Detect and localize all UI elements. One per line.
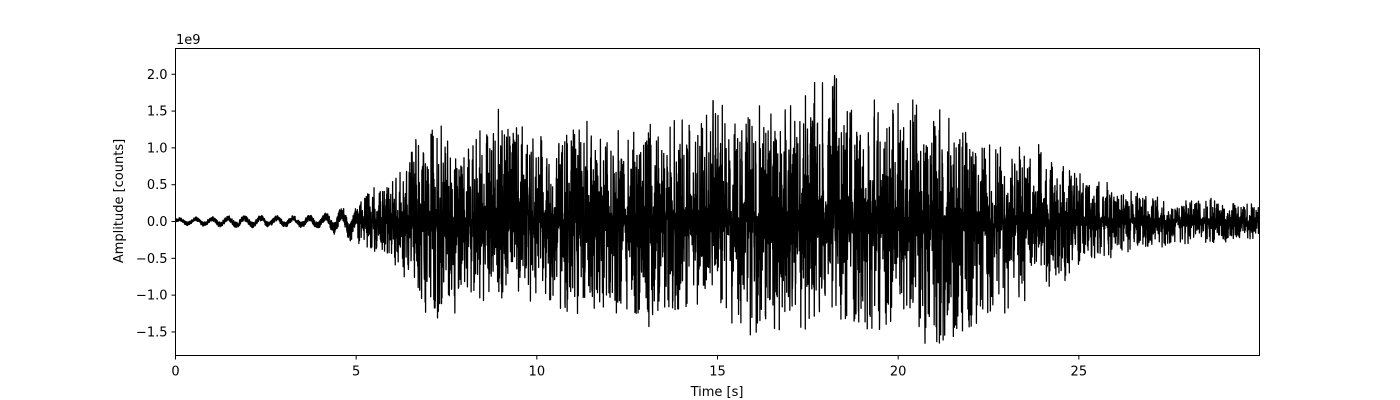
x-axis-label: Time [s] bbox=[690, 385, 744, 400]
y-axis: −1.5 −1.0 −0.5 0.0 0.5 1.0 1.5 2.0 bbox=[136, 68, 176, 340]
series-line bbox=[175, 75, 1260, 344]
plot-area bbox=[175, 75, 1260, 344]
y-tick-label: 1.0 bbox=[147, 141, 168, 156]
y-axis-label: Amplitude [counts] bbox=[112, 139, 127, 263]
y-multiplier-label: 1e9 bbox=[176, 33, 201, 48]
y-tick-label: −1.0 bbox=[136, 289, 168, 304]
x-tick-label: 15 bbox=[709, 365, 726, 380]
y-tick-label: −0.5 bbox=[136, 252, 168, 267]
x-tick-label: 10 bbox=[529, 365, 546, 380]
y-tick-label: 1.5 bbox=[147, 105, 168, 120]
y-tick-label: 0.0 bbox=[147, 215, 168, 230]
x-axis: 0 5 10 15 20 25 bbox=[171, 355, 1088, 380]
plot-frame bbox=[175, 48, 1260, 356]
y-tick-label: 2.0 bbox=[147, 68, 168, 83]
y-tick-label: −1.5 bbox=[136, 325, 168, 340]
y-tick-label: 0.5 bbox=[147, 178, 168, 193]
x-tick-label: 25 bbox=[1071, 365, 1088, 380]
x-tick-label: 20 bbox=[890, 365, 907, 380]
x-tick-label: 5 bbox=[352, 365, 360, 380]
x-tick-label: 0 bbox=[171, 365, 179, 380]
